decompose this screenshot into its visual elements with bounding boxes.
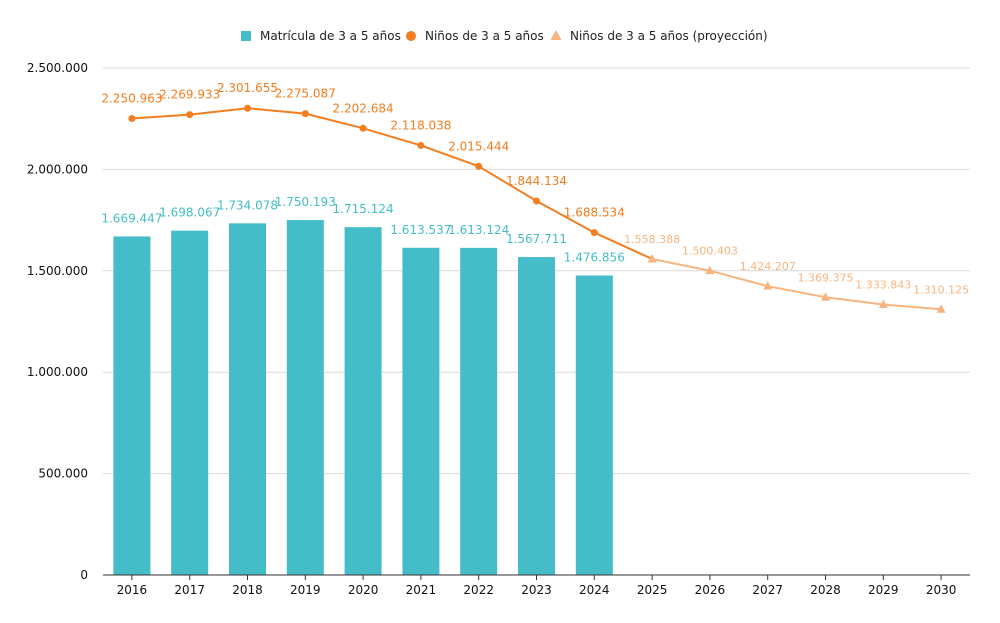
triangle-point <box>705 265 715 275</box>
legend-swatch <box>241 31 251 41</box>
data-label: 2.269.933 <box>159 88 220 102</box>
data-label: 1.369.375 <box>798 271 854 284</box>
data-label: 1.567.711 <box>506 232 567 246</box>
x-tick-label: 2016 <box>117 583 148 597</box>
line-series <box>128 104 946 313</box>
point <box>590 229 598 237</box>
data-label: 1.669.447 <box>101 211 162 225</box>
x-tick-label: 2029 <box>868 583 899 597</box>
y-tick-label: 2.000.000 <box>27 162 88 176</box>
point <box>417 141 425 149</box>
x-tick-label: 2024 <box>579 583 610 597</box>
bar <box>113 236 151 575</box>
point <box>186 111 194 119</box>
data-label: 2.275.087 <box>275 87 336 101</box>
data-label: 1.333.843 <box>855 278 911 291</box>
data-label: 2.250.963 <box>101 92 162 106</box>
point <box>533 197 540 205</box>
series-line <box>651 257 942 311</box>
data-label: 1.613.537 <box>390 223 451 237</box>
point <box>244 104 251 112</box>
data-label: 1.310.125 <box>913 283 969 296</box>
data-labels: 1.669.4471.698.0671.734.0781.750.1931.71… <box>101 81 969 296</box>
axes: 0 500.000 1.000.000 1.500.000 2.000.000 2.500… <box>27 61 970 597</box>
data-label: 1.698.067 <box>159 206 220 220</box>
y-tick-label: 0 <box>80 568 88 582</box>
legend-label: Matrícula de 3 a 5 años <box>260 29 401 43</box>
data-label: 1.613.124 <box>448 223 509 237</box>
x-tick-label: 2018 <box>232 583 263 597</box>
data-label: 1.500.403 <box>682 245 738 258</box>
data-label: 1.558.388 <box>624 233 680 246</box>
y-tick-label: 2.500.000 <box>27 61 88 75</box>
x-tick-label: 2017 <box>174 583 205 597</box>
point <box>359 124 367 132</box>
data-label: 1.734.078 <box>217 198 278 212</box>
legend-swatch <box>406 31 416 41</box>
legend: Matrícula de 3 a 5 años Niños de 3 a 5 añ… <box>241 29 768 43</box>
data-label: 2.118.038 <box>390 118 451 132</box>
x-tick-label: 2028 <box>810 583 841 597</box>
x-tick-label: 2030 <box>926 583 957 597</box>
bar <box>402 247 440 575</box>
bar <box>460 247 498 575</box>
x-tick-label: 2020 <box>348 583 379 597</box>
x-tick-label: 2026 <box>695 583 726 597</box>
data-label: 1.750.193 <box>275 195 336 209</box>
data-label: 1.844.134 <box>506 174 567 188</box>
data-label: 1.424.207 <box>740 260 796 273</box>
x-tick-label: 2027 <box>752 583 783 597</box>
y-tick-label: 1.500.000 <box>27 264 88 278</box>
y-tick-label: 1.000.000 <box>27 365 88 379</box>
point <box>128 115 136 123</box>
triangle-point <box>763 281 773 290</box>
point <box>301 110 309 118</box>
data-label: 1.476.856 <box>564 250 625 264</box>
x-tick-label: 2022 <box>463 583 494 597</box>
legend-swatch <box>550 30 562 40</box>
legend-label: Niños de 3 a 5 años <box>425 29 544 43</box>
bar <box>575 275 613 575</box>
bar-series <box>113 220 613 575</box>
bar <box>344 227 382 575</box>
data-label: 2.202.684 <box>333 101 394 115</box>
bar <box>171 230 209 575</box>
series-line <box>131 107 653 260</box>
triangle-point <box>647 253 657 263</box>
triangle-point <box>821 292 830 301</box>
x-tick-label: 2025 <box>637 583 668 597</box>
data-label: 2.301.655 <box>217 81 278 95</box>
x-tick-label: 2019 <box>290 583 321 597</box>
data-label: 1.688.534 <box>564 206 625 220</box>
data-label: 1.715.124 <box>333 202 394 216</box>
legend-label: Niños de 3 a 5 años (proyección) <box>570 29 768 43</box>
triangle-point <box>878 299 888 308</box>
triangle-point <box>936 304 946 313</box>
data-label: 2.015.444 <box>448 139 509 153</box>
bar <box>229 223 266 575</box>
bar <box>518 257 555 575</box>
y-tick-label: 500.000 <box>38 467 88 481</box>
bar <box>286 220 324 575</box>
x-tick-label: 2023 <box>521 583 552 597</box>
x-tick-label: 2021 <box>406 583 437 597</box>
point <box>475 162 483 170</box>
